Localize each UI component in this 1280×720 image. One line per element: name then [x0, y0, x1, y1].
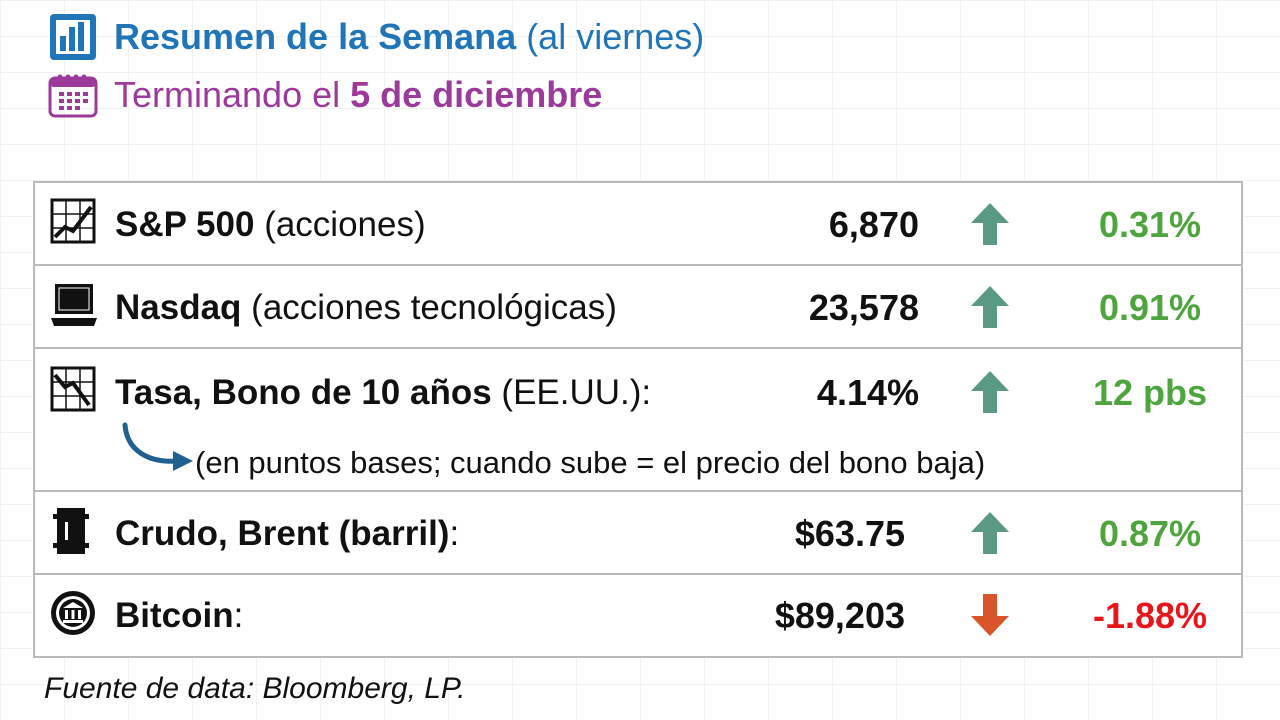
row-value: 23,578 [808, 287, 919, 328]
row-change: 0.87% [1098, 513, 1202, 554]
declining-chart-icon [50, 366, 96, 412]
up-arrow-icon [971, 203, 1009, 245]
bitcoin-coin-icon [51, 591, 95, 635]
calendar-icon [48, 74, 98, 118]
row-change: 0.91% [1098, 287, 1202, 328]
subtitle-line: Terminando el 5 de diciembre [48, 66, 704, 124]
yield-note: (en puntos bases; cuando sube = el preci… [195, 445, 986, 480]
row-change: 12 pbs [1092, 372, 1208, 413]
table-row-10yr-yield: Tasa, Bono de 10 años (EE.UU.): 4.14% 12… [35, 349, 1241, 492]
table-row-sp500: S&P 500 (acciones) 6,870 0.31% [35, 183, 1241, 266]
title-line: Resumen de la Semana (al viernes) [48, 8, 704, 66]
row-value: $89,203 [774, 595, 905, 636]
row-name: S&P 500 [115, 205, 255, 244]
row-name: Crudo, Brent (barril) [115, 514, 450, 553]
laptop-icon [51, 284, 97, 326]
row-value: $63.75 [794, 513, 905, 554]
row-value: 6,870 [828, 204, 919, 245]
row-change: -1.88% [1092, 595, 1208, 636]
market-summary-table: S&P 500 (acciones) 6,870 0.31% Nasdaq (a… [33, 181, 1243, 658]
row-name: Bitcoin [115, 596, 234, 635]
row-qualifier: (acciones) [264, 205, 426, 244]
page-title: Resumen de la Semana [114, 16, 517, 57]
table-row-brent: Crudo, Brent (barril): $63.75 0.87% [35, 492, 1241, 575]
table-row-nasdaq: Nasdaq (acciones tecnológicas) 23,578 0.… [35, 266, 1241, 349]
up-arrow-icon [971, 286, 1009, 328]
table-row-bitcoin: Bitcoin: $89,203 -1.88% [35, 575, 1241, 656]
down-arrow-icon [971, 594, 1009, 636]
chart-icon [50, 198, 96, 244]
row-qualifier: (EE.UU.) [501, 373, 642, 412]
row-name: Tasa, Bono de 10 años [115, 373, 492, 412]
row-qualifier: (acciones tecnológicas) [251, 288, 617, 327]
up-arrow-icon [971, 512, 1009, 554]
up-arrow-icon [971, 371, 1009, 413]
curved-arrow-icon [122, 422, 193, 471]
row-suffix: : [233, 596, 244, 635]
header: Resumen de la Semana (al viernes) Termin… [48, 8, 704, 124]
data-source: Fuente de data: Bloomberg, LP. [44, 672, 466, 705]
row-suffix: : [641, 373, 652, 412]
subtitle-prefix: Terminando el [114, 74, 341, 115]
page-title-qualifier: (al viernes) [526, 16, 705, 57]
row-value: 4.14% [816, 372, 919, 413]
row-suffix: : [449, 514, 460, 553]
row-name: Nasdaq [115, 288, 242, 327]
subtitle-date: 5 de diciembre [350, 74, 603, 115]
row-change: 0.31% [1098, 204, 1202, 245]
oil-barrel-icon [53, 508, 89, 554]
bar-chart-icon [50, 14, 96, 60]
